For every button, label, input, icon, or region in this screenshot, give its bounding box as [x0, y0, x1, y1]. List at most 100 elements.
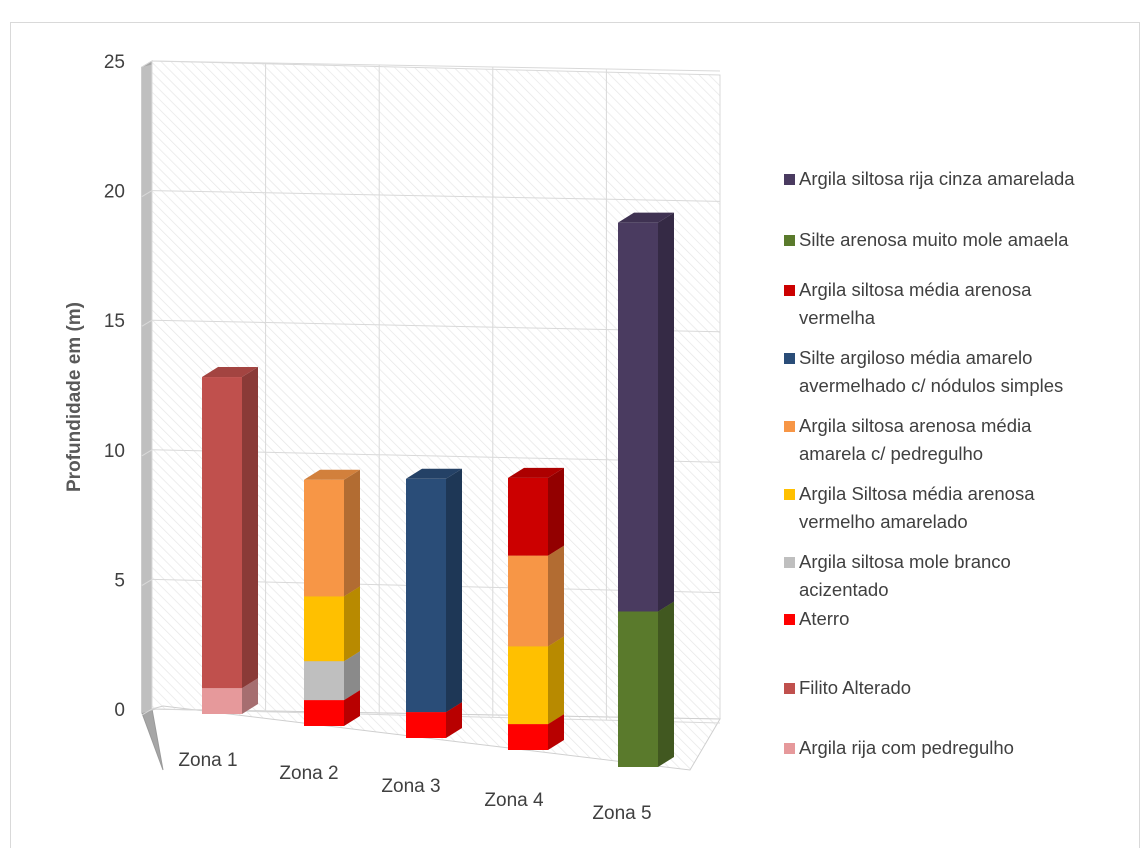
legend-label: Silte arenosa muito mole amaela — [799, 229, 1069, 250]
legend-label: Argila siltosa média arenosa — [799, 279, 1032, 300]
legend-label: amarela c/ pedregulho — [799, 443, 983, 464]
y-tick-label: 20 — [104, 182, 125, 203]
x-tick-label: Zona 1 — [178, 750, 237, 771]
bar-front — [304, 661, 344, 701]
legend-label: avermelhado c/ nódulos simples — [799, 375, 1063, 396]
legend-label: vermelho amarelado — [799, 511, 968, 532]
bar-front — [508, 724, 548, 750]
bar-top — [618, 212, 674, 223]
gridline-h — [151, 190, 721, 202]
legend-swatch — [784, 614, 795, 625]
legend-item: Silte argiloso média amarelo avermelhado … — [784, 347, 1063, 396]
chart-frame — [10, 22, 1140, 848]
bar-side — [344, 690, 360, 726]
bar-top — [406, 468, 462, 479]
bar-side — [548, 545, 564, 647]
bar-front — [508, 646, 548, 725]
x-tick-label: Zona 5 — [592, 803, 651, 824]
gridline-h — [151, 60, 721, 72]
x-tick-label: Zona 2 — [279, 763, 338, 784]
y-axis-label: Profundidade em (m) — [64, 302, 85, 492]
legend-swatch — [784, 683, 795, 694]
bar-side — [344, 651, 360, 701]
bar-front — [202, 377, 242, 689]
legend-swatch — [784, 174, 795, 185]
legend-item: Filito Alterado — [784, 677, 911, 698]
legend-swatch — [784, 235, 795, 246]
legend-label: acizentado — [799, 579, 888, 600]
bar-segment — [618, 601, 674, 767]
bar-segment — [406, 468, 462, 713]
legend-label: Filito Alterado — [799, 677, 911, 698]
bar-segment — [304, 586, 360, 662]
legend-label: Argila siltosa rija cinza amarelada — [799, 168, 1075, 189]
legend-label: Argila siltosa mole branco — [799, 551, 1011, 572]
legend-swatch — [784, 421, 795, 432]
legend-label: Argila siltosa arenosa média — [799, 415, 1032, 436]
legend-label: vermelha — [799, 307, 876, 328]
legend-item: Argila Siltosa média arenosa vermelho ama… — [784, 483, 1035, 532]
bar-segment — [202, 367, 258, 689]
bar-segment — [618, 212, 674, 612]
top-line — [0, 0, 1144, 2]
bar-side — [446, 702, 462, 738]
y-tick-label: 0 — [114, 700, 125, 721]
bar-side — [344, 586, 360, 662]
gridline-wall — [141, 319, 153, 327]
y-axis-ticks: 0 5 10 15 20 25 — [104, 52, 125, 721]
bars — [202, 212, 674, 767]
legend-swatch — [784, 285, 795, 296]
bar-segment — [508, 636, 564, 725]
bar-front — [304, 596, 344, 662]
bar-front — [304, 700, 344, 726]
gridline-wall — [141, 60, 153, 68]
bar-segment — [304, 469, 360, 597]
bar-front — [406, 478, 446, 713]
x-tick-label: Zona 4 — [484, 790, 544, 811]
legend-item: Silte arenosa muito mole amaela — [784, 229, 1069, 250]
x-axis-ticks: Zona 1 Zona 2 Zona 3 Zona 4 Zona 5 — [178, 750, 651, 824]
legend-swatch — [784, 353, 795, 364]
y-tick-label: 15 — [104, 311, 125, 332]
x-tick-label: Zona 3 — [381, 776, 440, 797]
bar-side — [658, 601, 674, 767]
gridline-wall — [141, 190, 153, 198]
legend-item: Argila siltosa mole branco acizentado — [784, 551, 1011, 600]
gridline-wall — [141, 708, 153, 716]
legend-swatch — [784, 489, 795, 500]
bar-side — [548, 714, 564, 750]
legend-swatch — [784, 557, 795, 568]
bar-side — [446, 468, 462, 713]
legend-item: Argila siltosa média arenosa vermelha — [784, 279, 1032, 328]
bar-side — [344, 469, 360, 597]
y-tick-label: 5 — [114, 570, 125, 591]
legend-item: Argila rija com pedregulho — [784, 737, 1014, 758]
bar-side — [658, 212, 674, 612]
legend-label: Aterro — [799, 608, 849, 629]
gridline-wall — [141, 578, 153, 586]
legend-swatch — [784, 743, 795, 754]
bar-top — [304, 469, 360, 480]
legend-item: Argila siltosa arenosa média amarela c/ p… — [784, 415, 1032, 464]
legend-label: Argila Siltosa média arenosa — [799, 483, 1035, 504]
bar-side — [242, 678, 258, 714]
chart-walls — [141, 60, 721, 771]
legend-item: Argila siltosa rija cinza amarelada — [784, 168, 1075, 189]
gridline-wall — [141, 449, 153, 457]
legend: Argila siltosa rija cinza amarelada Silte… — [784, 168, 1075, 758]
bar-segment — [508, 545, 564, 647]
bar-segment — [508, 467, 564, 556]
legend-label: Silte argiloso média amarelo — [799, 347, 1032, 368]
bar-front — [618, 222, 658, 612]
bar-side — [548, 467, 564, 556]
bar-front — [202, 688, 242, 714]
bar-top — [508, 467, 564, 478]
legend-label: Argila rija com pedregulho — [799, 737, 1014, 758]
legend-item: Aterro — [784, 608, 849, 629]
y-tick-label: 10 — [104, 441, 125, 462]
bar-side — [548, 636, 564, 725]
bar-front — [618, 611, 658, 767]
bar-front — [508, 555, 548, 647]
bar-front — [508, 477, 548, 556]
